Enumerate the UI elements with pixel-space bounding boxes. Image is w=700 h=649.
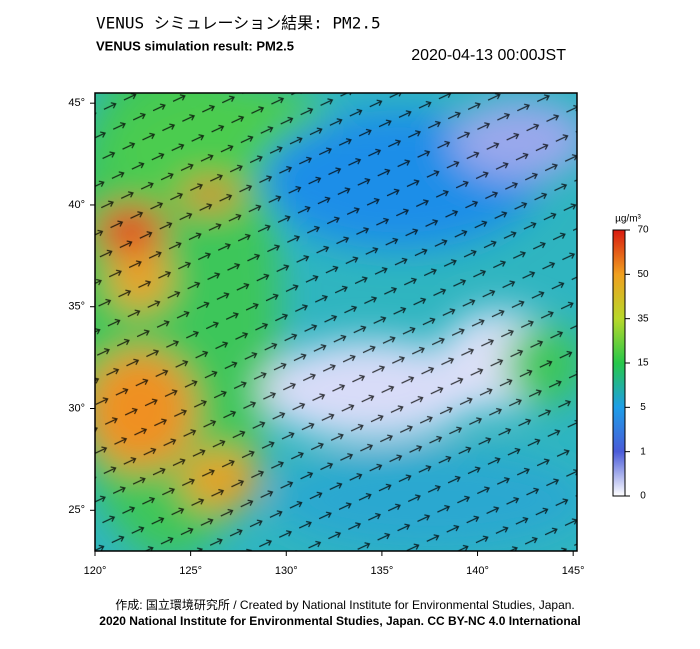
colorbar: [612, 229, 626, 497]
lat-tick-label: 35°: [68, 301, 85, 313]
map-field: [95, 93, 577, 551]
lat-tick-label: 45°: [68, 97, 85, 109]
colorbar-tick-label: 50: [637, 269, 649, 280]
lon-tick-label: 120°: [84, 565, 107, 577]
colorbar-tick-label: 5: [640, 402, 646, 413]
colorbar-tick-label: 1: [640, 446, 646, 457]
colorbar-tick-label: 70: [637, 225, 649, 236]
colorbar-tick-label: 0: [640, 491, 646, 502]
lat-tick-label: 30°: [68, 402, 85, 414]
lon-tick-label: 145°: [562, 565, 585, 577]
lon-tick-label: 130°: [275, 565, 298, 577]
map-frame: [94, 92, 578, 552]
colorbar-tick-label: 15: [637, 358, 649, 369]
lat-tick-label: 25°: [68, 504, 85, 516]
copyright: 2020 National Institute for Environmenta…: [99, 614, 580, 628]
title-ja: VENUS シミュレーション結果: PM2.5: [96, 14, 381, 33]
lon-tick-label: 135°: [371, 565, 394, 577]
lat-tick-label: 40°: [68, 199, 85, 211]
lon-tick-label: 140°: [466, 565, 489, 577]
colorbar-unit: µg/m³: [615, 214, 641, 225]
credit: 作成: 国立環境研究所 / Created by National Instit…: [115, 597, 575, 612]
title-en: VENUS simulation result: PM2.5: [96, 38, 294, 53]
colorbar-tick-label: 35: [637, 313, 649, 324]
lon-tick-label: 125°: [179, 565, 202, 577]
timestamp: 2020-04-13 00:00JST: [411, 47, 566, 64]
